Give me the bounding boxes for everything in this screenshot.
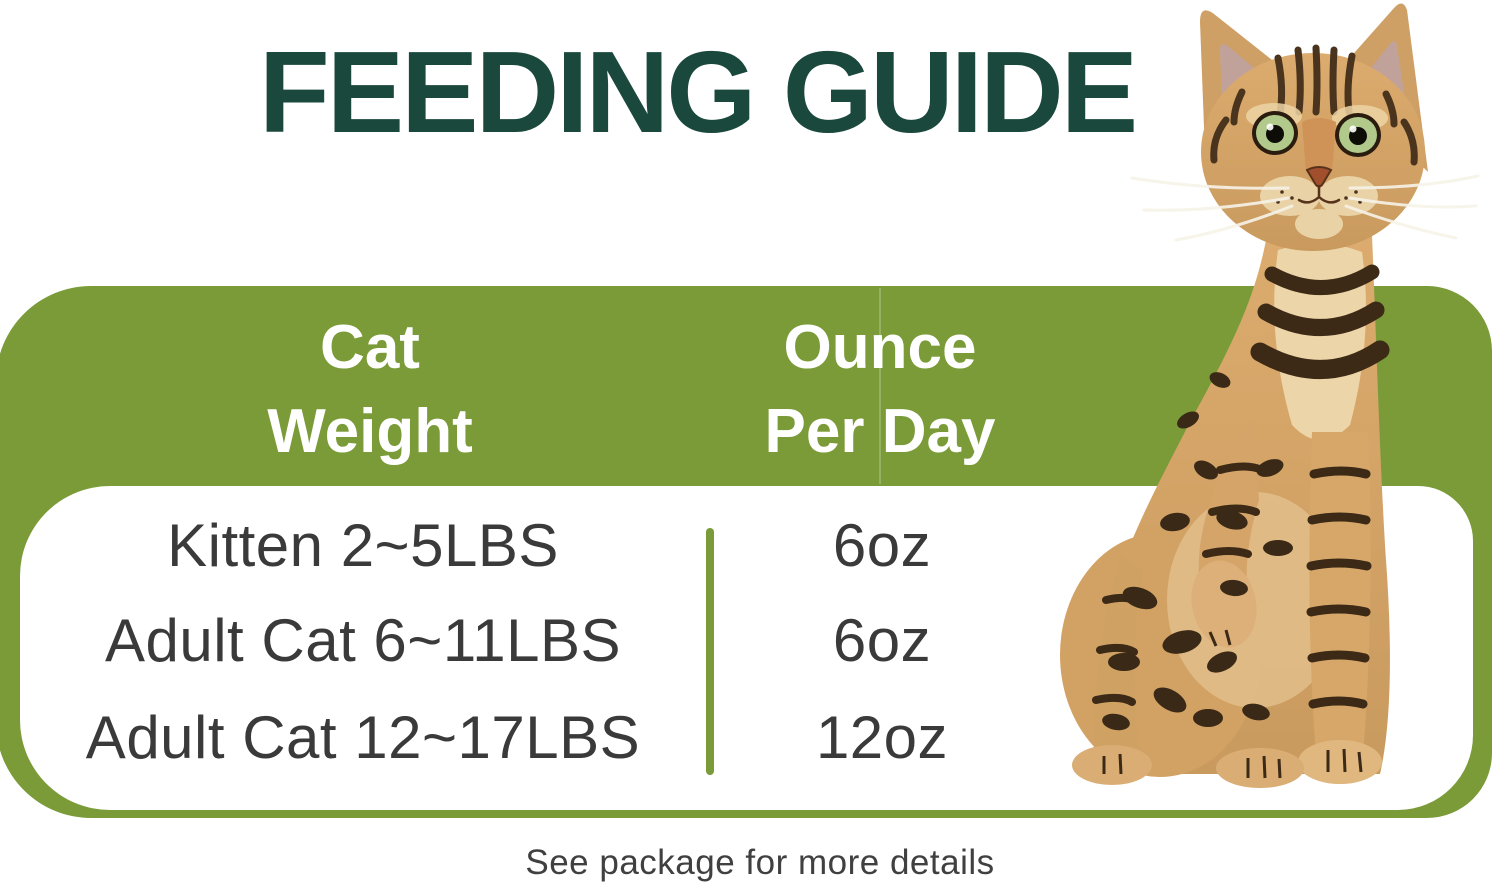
cat-eyes xyxy=(1252,111,1381,157)
bengal-cat-image xyxy=(1060,3,1480,788)
page-title: FEEDING GUIDE xyxy=(258,27,1138,157)
cat-whiskers xyxy=(1130,174,1480,242)
cat-body xyxy=(1060,235,1390,788)
cat-spots xyxy=(1102,372,1293,731)
cat-weight-value: Adult Cat 12~17LBS xyxy=(85,703,641,771)
table-row: Kitten 2~5LBS 6oz xyxy=(20,510,1473,580)
column-header-line1: Ounce xyxy=(783,313,977,382)
column-divider xyxy=(706,528,714,775)
ounce-per-day-value: 6oz xyxy=(832,511,932,579)
table-row: Adult Cat 6~11LBS 6oz xyxy=(20,605,1473,675)
column-header-line2: Per Day xyxy=(764,397,996,466)
table-row: Adult Cat 12~17LBS 12oz xyxy=(20,702,1473,772)
ounce-per-day-value: 6oz xyxy=(832,606,932,674)
column-header-ounce-per-day: Ounce Per Day xyxy=(700,306,1060,474)
image-seam-line xyxy=(879,288,881,484)
footer-note: See package for more details xyxy=(525,843,995,882)
column-header-line2: Weight xyxy=(267,397,473,466)
cat-weight-value: Adult Cat 6~11LBS xyxy=(104,606,622,674)
column-header-cat-weight: Cat Weight xyxy=(20,306,720,474)
column-header-line1: Cat xyxy=(320,313,420,382)
ounce-per-day-value: 12oz xyxy=(815,703,949,771)
cat-weight-value: Kitten 2~5LBS xyxy=(167,511,559,579)
